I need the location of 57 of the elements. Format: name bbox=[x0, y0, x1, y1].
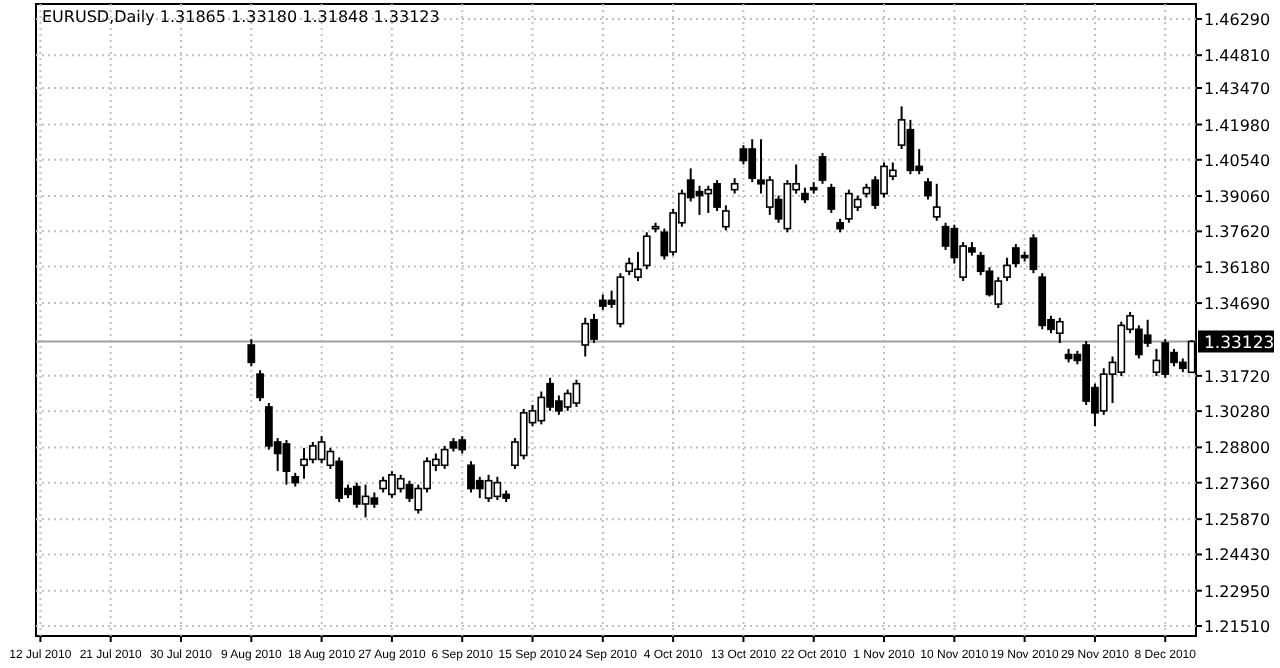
candlestick bbox=[308, 440, 317, 465]
y-tick-label: 1.25870 bbox=[1204, 511, 1271, 530]
ref-line-label: 1.33123 bbox=[1204, 334, 1275, 355]
candlestick bbox=[704, 184, 713, 214]
candlestick bbox=[581, 316, 590, 358]
y-tick-label: 1.24430 bbox=[1204, 546, 1271, 565]
candlestick bbox=[440, 444, 449, 470]
candlestick bbox=[335, 456, 344, 504]
y-tick-label: 1.37620 bbox=[1204, 223, 1271, 242]
y-tick-label: 1.28800 bbox=[1204, 439, 1271, 458]
candlestick bbox=[748, 138, 757, 184]
y-tick-label: 1.40540 bbox=[1204, 151, 1271, 170]
y-tick-label: 1.44810 bbox=[1204, 47, 1271, 66]
candlestick bbox=[616, 272, 625, 329]
candlestick bbox=[1161, 338, 1170, 379]
y-tick-label: 1.46290 bbox=[1204, 10, 1271, 29]
candlestick bbox=[818, 151, 827, 185]
candlestick bbox=[1152, 347, 1161, 378]
y-tick-label: 1.36180 bbox=[1204, 258, 1271, 277]
candlestick bbox=[1029, 233, 1038, 275]
candlestick bbox=[924, 177, 932, 201]
candlestick bbox=[1003, 256, 1011, 283]
candlestick bbox=[642, 231, 651, 271]
candlestick bbox=[1143, 318, 1152, 348]
candlestick bbox=[256, 369, 264, 403]
candlestick bbox=[317, 435, 326, 465]
chart-title: EURUSD,Daily 1.31865 1.33180 1.31848 1.33123 bbox=[42, 8, 440, 26]
candlestick bbox=[352, 481, 361, 509]
candlestick bbox=[537, 390, 546, 426]
candlestick bbox=[493, 475, 502, 502]
candlestick bbox=[1055, 316, 1064, 345]
candlestick bbox=[572, 378, 581, 408]
candlestick bbox=[906, 118, 915, 176]
candlestick bbox=[932, 182, 941, 222]
candlestick bbox=[282, 439, 291, 486]
y-tick-label: 1.31720 bbox=[1204, 367, 1271, 386]
candlestick bbox=[994, 276, 1003, 309]
candlestick bbox=[405, 479, 414, 504]
y-tick-label: 1.30280 bbox=[1204, 403, 1271, 422]
y-tick-label: 1.41980 bbox=[1204, 116, 1271, 135]
y-tick-label: 1.39060 bbox=[1204, 188, 1271, 207]
y-tick-label: 1.22950 bbox=[1204, 582, 1271, 601]
candlestick bbox=[827, 182, 836, 214]
candlestick bbox=[563, 388, 572, 412]
candlestick bbox=[783, 179, 792, 234]
y-tick-label: 1.34690 bbox=[1204, 295, 1271, 314]
y-tick-label: 1.27360 bbox=[1204, 474, 1271, 493]
candlestick bbox=[765, 175, 774, 216]
candlestick bbox=[1099, 367, 1108, 416]
y-tick-label: 1.43470 bbox=[1204, 80, 1271, 99]
candlestick bbox=[484, 473, 493, 504]
candlestick bbox=[519, 407, 528, 461]
candlestick bbox=[247, 338, 256, 368]
candlestick bbox=[941, 221, 950, 251]
y-tick-label: 1.21510 bbox=[1204, 617, 1271, 636]
candlestick bbox=[721, 204, 730, 232]
candlestick bbox=[361, 483, 370, 519]
